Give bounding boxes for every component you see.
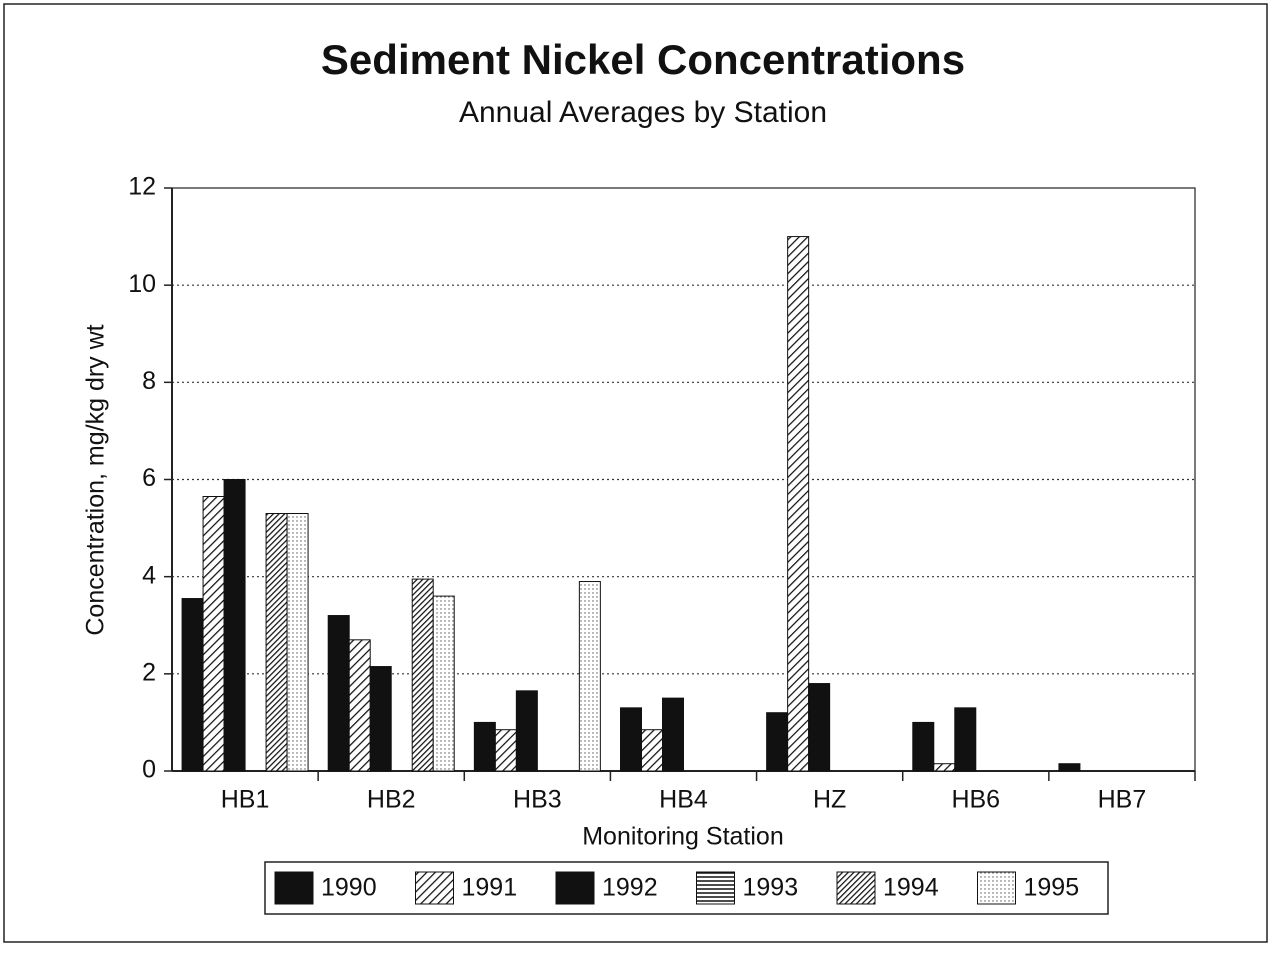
legend-swatch (415, 871, 454, 905)
bar (662, 697, 684, 772)
legend-label: 1991 (462, 874, 518, 902)
legend-label: 1995 (1024, 874, 1080, 902)
y-tick-label: 8 (142, 367, 156, 395)
bar (223, 479, 246, 772)
bar (515, 690, 538, 772)
legend-swatch (696, 871, 735, 905)
bar (1058, 763, 1081, 772)
y-tick-label: 0 (142, 756, 156, 784)
frame (3, 3, 1268, 943)
bar (578, 581, 601, 772)
legend-box (264, 861, 1109, 915)
legend-label: 1993 (743, 874, 799, 902)
y-tick-label: 6 (142, 464, 156, 492)
y-tick-label: 12 (128, 173, 156, 201)
legend-label: 1990 (321, 874, 377, 902)
bar (411, 578, 434, 772)
bar (766, 712, 789, 772)
y-tick-label: 2 (142, 658, 156, 686)
x-tick-label: HB6 (951, 786, 1000, 814)
bar (494, 729, 517, 772)
x-tick-label: HB4 (659, 786, 708, 814)
bar (181, 598, 204, 772)
bar (954, 707, 977, 772)
bar (265, 513, 288, 772)
x-axis-label: Monitoring Station (582, 823, 784, 851)
bar (369, 666, 392, 772)
y-tick-label: 10 (128, 270, 156, 298)
bar (473, 721, 496, 772)
bar (432, 595, 455, 772)
bar (933, 763, 956, 772)
bar (620, 707, 642, 772)
x-tick-label: HB7 (1098, 786, 1147, 814)
legend-label: 1992 (602, 874, 658, 902)
bar (912, 721, 935, 772)
bar (808, 683, 831, 772)
legend-swatch (836, 871, 876, 905)
chart-title: Sediment Nickel Concentrations (321, 36, 965, 83)
x-tick-label: HB1 (221, 786, 270, 814)
legend-swatch (274, 871, 314, 905)
bar (348, 639, 371, 772)
x-tick-label: HZ (813, 786, 846, 814)
bar (286, 513, 309, 772)
bar (787, 236, 810, 772)
bar (327, 615, 350, 772)
legend-swatch (555, 871, 595, 905)
y-tick-label: 4 (142, 561, 156, 589)
legend-swatch (977, 871, 1016, 905)
x-tick-label: HB3 (513, 786, 562, 814)
chart-subtitle: Annual Averages by Station (459, 96, 827, 129)
legend-label: 1994 (883, 874, 939, 902)
bar (202, 496, 225, 772)
y-axis-label: Concentration, mg/kg dry wt (82, 324, 110, 635)
x-tick-label: HB2 (367, 786, 416, 814)
bar (641, 729, 663, 772)
